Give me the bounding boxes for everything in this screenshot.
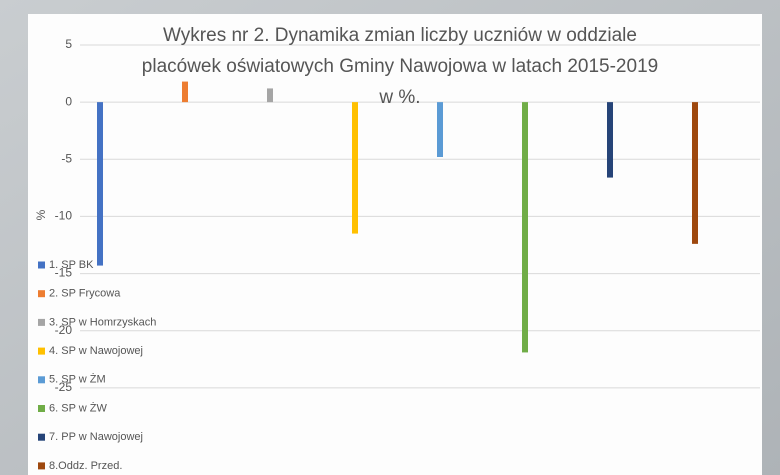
- bar: [97, 102, 103, 266]
- legend-swatch: [38, 405, 45, 412]
- bar: [522, 102, 528, 353]
- legend-swatch: [38, 376, 45, 384]
- chart-title: placówek oświatowych Gminy Nawojowa w la…: [142, 56, 658, 77]
- legend-swatch: [38, 261, 45, 269]
- legend-swatch: [38, 318, 45, 326]
- y-tick-label: 5: [65, 37, 72, 51]
- legend-label: 2. SP Frycowa: [49, 288, 121, 300]
- y-tick-label: 0: [65, 94, 72, 108]
- y-tick-label: -5: [61, 151, 72, 165]
- legend-label: 5. SP w ŻM: [49, 373, 106, 386]
- legend-label: 7. PP w Nawojowej: [49, 431, 143, 443]
- chart-title: w %.: [378, 87, 420, 108]
- legend-swatch: [38, 462, 45, 470]
- bar: [352, 102, 358, 234]
- y-tick-label: -10: [55, 209, 73, 223]
- legend-label: 6. SP w ŻW: [49, 401, 107, 414]
- legend-swatch: [38, 347, 45, 355]
- bar: [692, 102, 698, 244]
- legend-label: 1. SP BK: [49, 259, 94, 271]
- chart-title: Wykres nr 2. Dynamika zmian liczby uczni…: [163, 25, 637, 46]
- legend-swatch: [38, 433, 45, 441]
- legend-label: 3. SP w Homrzyskach: [49, 316, 156, 328]
- y-tick-label: -15: [55, 266, 73, 280]
- y-axis-label: %: [34, 209, 48, 220]
- y-tick-label: -20: [55, 323, 73, 337]
- legend-label: 4. SP w Nawojowej: [49, 345, 143, 357]
- y-tick-label: -25: [55, 380, 73, 394]
- legend-label: 8.Oddz. Przed.: [49, 460, 122, 472]
- plot-area: [28, 14, 762, 475]
- bar: [607, 102, 613, 178]
- bar: [437, 102, 443, 157]
- bar: [182, 81, 188, 103]
- legend-swatch: [38, 290, 45, 298]
- bar: [267, 88, 273, 103]
